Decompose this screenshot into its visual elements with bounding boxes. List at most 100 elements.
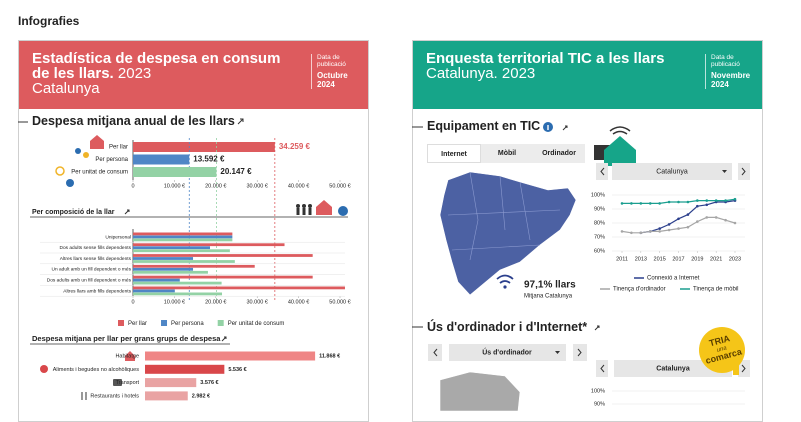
card-title: Enquesta territorial TIC a les llars Cata…: [426, 51, 701, 81]
section-title: Equipament en TIC: [427, 119, 541, 133]
link-icon[interactable]: [237, 118, 244, 125]
card[interactable]: Enquesta territorial TIC a les llars Cata…: [412, 40, 763, 422]
map-shape[interactable]: [439, 371, 521, 411]
prev-button[interactable]: [428, 344, 442, 361]
point: [620, 230, 624, 233]
bar: [133, 289, 175, 293]
point: [639, 231, 643, 235]
value-label: 3.576 €: [200, 380, 218, 386]
bar: [133, 286, 345, 290]
map-shape[interactable]: [439, 171, 577, 296]
point: [667, 200, 671, 204]
badge[interactable]: [699, 327, 745, 373]
next-button[interactable]: [738, 360, 750, 377]
house-icon: [604, 136, 636, 166]
link-icon[interactable]: [221, 336, 227, 342]
next-button[interactable]: [573, 344, 587, 361]
bar: [133, 142, 275, 152]
link-icon[interactable]: [124, 209, 130, 215]
subtitle: Catalunya. 2023: [426, 65, 536, 82]
y-tick-label: 70%: [594, 234, 605, 240]
x-tick-label: 30.000 €: [246, 299, 267, 305]
prev-button[interactable]: [596, 163, 608, 180]
legend-label: Connexió a Internet: [647, 276, 700, 282]
point: [733, 221, 737, 225]
select[interactable]: [612, 163, 732, 180]
aliments-icon: [40, 365, 48, 373]
legend-swatch: [118, 320, 124, 326]
chart-title: Per composició de la llar: [32, 209, 115, 216]
y-tick-label: 100%: [591, 388, 605, 394]
legend-label: Tinença d'ordinador: [613, 287, 666, 293]
y-tick-label: 80%: [594, 220, 605, 226]
page: Infografies Estadística de despesa en co…: [18, 14, 763, 422]
bar: [133, 167, 217, 177]
category-label: Un adult amb un fill dependent o més: [52, 267, 132, 273]
category-label: Altres llars amb fills dependents: [63, 288, 131, 294]
category-label: Aliments i begudes no alcohòliques: [53, 367, 139, 373]
bar: [145, 378, 197, 388]
charts: 0 10.000 € 20.000 € 30.000 € 40.000 € 50.000 …: [18, 118, 750, 411]
section-title: Ús d'ordinador i d'Internet*: [427, 320, 588, 334]
legend-label: Tinença de mòbil: [693, 287, 738, 293]
publication: Data de publicació Octubre 2024: [311, 54, 361, 89]
x-tick-label: 2023: [729, 256, 741, 262]
tab[interactable]: Internet: [427, 144, 481, 163]
point: [630, 202, 633, 205]
prev-button[interactable]: [596, 360, 608, 377]
select-arrow: [722, 170, 727, 173]
point: [724, 199, 727, 202]
select-value: Ús d'ordinador: [482, 347, 532, 356]
tab[interactable]: Ordinador: [533, 144, 585, 163]
map[interactable]: [439, 171, 577, 411]
icons: [40, 122, 636, 400]
legend-label: Per unitat de consum: [228, 321, 285, 327]
select[interactable]: [449, 344, 566, 361]
bar: [133, 154, 190, 165]
category-label: Habitatge: [115, 353, 139, 359]
bar: [133, 243, 285, 247]
bar: [133, 232, 233, 236]
category-label: Unipersonal: [105, 234, 131, 240]
link-icon[interactable]: [562, 125, 568, 131]
info-icon[interactable]: [338, 206, 348, 216]
pub-date: Novembre 2024: [711, 71, 751, 89]
restaurant-icon: [81, 392, 87, 400]
y-tick-label: 100%: [591, 192, 605, 198]
point: [620, 202, 624, 205]
legend-swatch: [161, 320, 168, 326]
tab[interactable]: Mòbil: [481, 144, 533, 163]
bar: [133, 292, 223, 296]
next-button[interactable]: [738, 163, 750, 180]
bar: [133, 249, 230, 253]
badge-text: una: [716, 345, 728, 354]
card[interactable]: Estadística de despesa en consum de les …: [18, 40, 369, 422]
legend-label: Per persona: [171, 321, 204, 327]
card-header: Estadística de despesa en consum de les …: [19, 41, 368, 109]
y-tick-label: 90%: [594, 401, 605, 407]
category-label: Restaurants i hotels: [90, 393, 139, 399]
category-label: Dos adults sense fills dependents: [60, 245, 132, 251]
point: [667, 223, 671, 226]
bar: [133, 238, 233, 242]
x-tick-label: 2021: [710, 256, 722, 262]
y-tick-label: 60%: [594, 248, 605, 254]
bar: [133, 246, 211, 250]
next-arrow: [741, 167, 746, 176]
bar: [133, 264, 255, 268]
person-icon: [83, 152, 89, 158]
point: [686, 225, 690, 229]
x-tick-label: 20.000 €: [205, 299, 226, 305]
point: [667, 228, 671, 232]
bar: [133, 270, 208, 274]
category-label: Dos adults amb un fill dependent o més: [47, 277, 132, 283]
info-icon: [547, 125, 549, 130]
category-label: Per llar: [109, 145, 128, 151]
x-tick-label: 0: [131, 183, 134, 189]
link-icon[interactable]: [594, 325, 600, 331]
x-tick-label: 10.000 €: [164, 183, 185, 189]
page-title: Infografies: [18, 14, 80, 28]
select[interactable]: [614, 360, 732, 377]
next-arrow: [741, 364, 746, 373]
bar: [133, 257, 194, 260]
